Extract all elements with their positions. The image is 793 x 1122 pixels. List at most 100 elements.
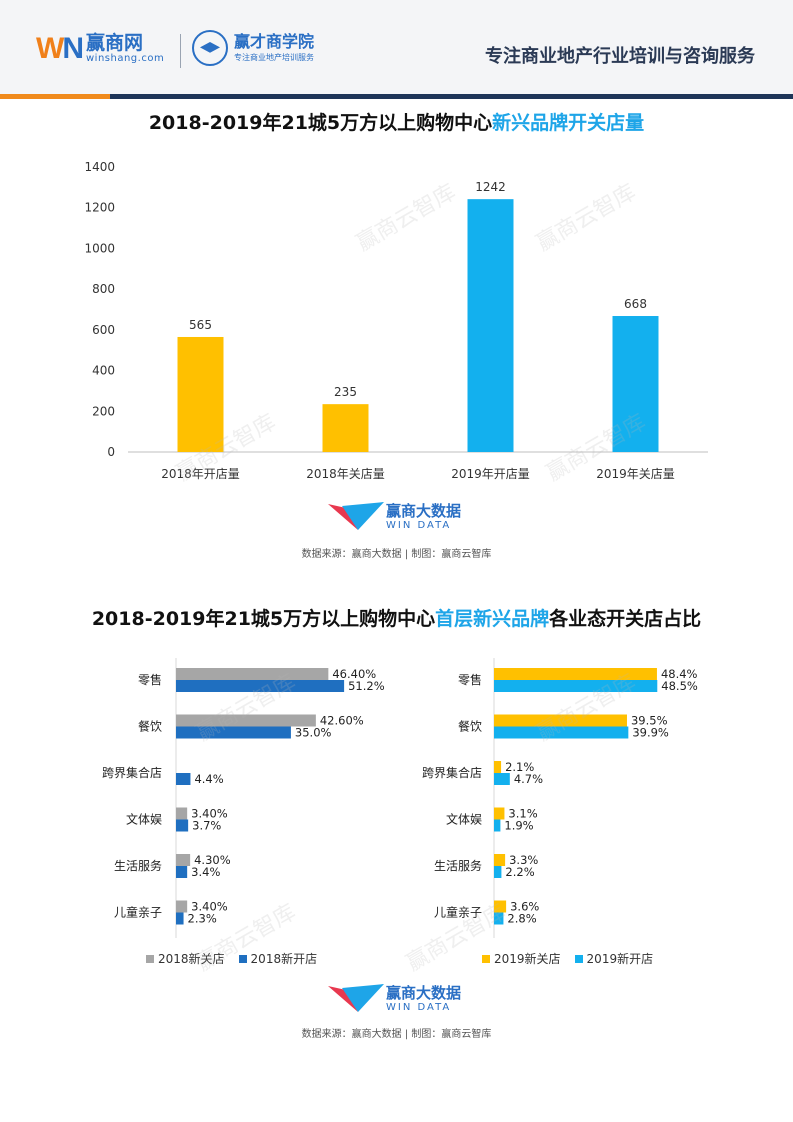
chart2-right-hbar: 零售 48.4%48.5% 餐饮 39.5%39.9% 跨界集合店 2.1%4.7% 文体娱…	[422, 658, 698, 938]
y-tick-label: 800	[92, 282, 115, 296]
brand-name: 赢商网	[86, 32, 144, 54]
bar	[494, 807, 505, 820]
windata-mark-icon	[328, 984, 384, 1012]
category-label: 文体娱	[446, 812, 482, 827]
y-tick-label: 1200	[84, 201, 115, 215]
y-tick-label: 200	[92, 404, 115, 418]
category-label: 儿童亲子	[114, 905, 162, 920]
windata-logo-2: 赢商大数据 WIN DATA	[328, 984, 461, 1014]
header-slogan: 专注商业地产行业培训与咨询服务	[485, 46, 755, 67]
data-label: 3.7%	[192, 819, 221, 833]
data-label: 2.1%	[505, 760, 534, 774]
header-accent-bar	[0, 94, 793, 99]
chart1-source: 数据来源：赢商大数据 | 制图：赢商云智库	[301, 549, 492, 560]
bar	[494, 819, 501, 832]
chart1-title: 2018-2019年21城5万方以上购物中心新兴品牌开关店量	[148, 112, 645, 134]
academy-seal-icon	[192, 30, 228, 66]
bar	[494, 714, 627, 727]
bar	[176, 726, 291, 739]
academy-name: 赢才商学院	[234, 32, 315, 51]
bar	[494, 912, 504, 925]
data-label: 39.9%	[632, 726, 669, 740]
bar	[494, 900, 507, 913]
chart2-right-legend: 2019新关店 2019新开店	[482, 950, 667, 967]
bar	[177, 336, 224, 452]
data-label: 3.3%	[509, 853, 538, 867]
legend-item: 2019新关店	[482, 950, 561, 967]
brand-url: winshang.com	[86, 53, 165, 64]
data-label: 48.5%	[661, 679, 698, 693]
data-label: 4.7%	[514, 772, 543, 786]
data-label: 2.8%	[507, 912, 536, 926]
bar	[494, 668, 657, 680]
chart2-left-legend: 2018新关店 2018新开店	[146, 950, 331, 967]
category-label: 餐饮	[138, 719, 162, 734]
chart2-left-hbar: 零售 46.40%51.2% 餐饮 42.60%35.0% 跨界集合店 4.4% 文体娱 3.…	[102, 658, 385, 938]
header-divider	[180, 34, 181, 68]
chart1-bar-chart: 0 200 400 600 800 1000 1200 1400 565 2018年开店量 235 2…	[84, 160, 708, 481]
windata-mark-icon	[328, 502, 384, 530]
data-label: 4.30%	[194, 853, 231, 867]
wn-logo-mark: WN	[36, 32, 84, 65]
data-label: 42.60%	[320, 714, 364, 728]
data-label: 3.6%	[510, 900, 539, 914]
academy-subtitle: 专注商业地产培训服务	[234, 53, 314, 62]
bar	[176, 819, 189, 832]
y-tick-label: 1400	[84, 160, 115, 174]
data-label: 3.4%	[191, 865, 220, 879]
legend-item: 2018新关店	[146, 950, 225, 967]
category-label: 零售	[458, 672, 482, 687]
x-tick-label: 2019年关店量	[596, 467, 675, 481]
x-tick-label: 2018年开店量	[161, 467, 240, 481]
bar	[494, 866, 502, 878]
bar	[176, 866, 188, 878]
y-tick-label: 0	[107, 445, 115, 459]
x-tick-label: 2019年开店量	[451, 467, 530, 481]
academy-logo[interactable]: 赢才商学院 专注商业地产培训服务	[192, 30, 314, 66]
data-label: 35.0%	[295, 726, 332, 740]
bar	[176, 680, 345, 692]
legend-item: 2019新开店	[574, 950, 653, 967]
category-label: 文体娱	[126, 812, 162, 827]
legend-item: 2018新开店	[238, 950, 317, 967]
data-label: 39.5%	[631, 714, 668, 728]
category-label: 生活服务	[114, 858, 162, 873]
bar	[494, 726, 629, 739]
bar	[494, 773, 510, 785]
windata-logo-1: 赢商大数据 WIN DATA	[328, 502, 461, 532]
y-tick-label: 400	[92, 364, 115, 378]
category-label: 餐饮	[458, 719, 482, 734]
bar	[176, 773, 191, 785]
data-label: 46.40%	[332, 667, 376, 681]
page-header: WN 赢商网 winshang.com 赢才商学院 专注商业地产培训服务 专注商…	[0, 0, 793, 99]
x-tick-label: 2018年关店量	[306, 467, 385, 481]
data-label: 2.2%	[505, 865, 534, 879]
bar	[494, 854, 506, 866]
category-label: 儿童亲子	[434, 905, 482, 920]
category-label: 零售	[138, 672, 162, 687]
y-tick-label: 1000	[84, 241, 115, 255]
data-label: 2.3%	[188, 912, 217, 926]
data-label: 1242	[475, 180, 506, 194]
data-label: 235	[334, 385, 357, 399]
chart2-title: 2018-2019年21城5万方以上购物中心首层新兴品牌各业态开关店占比	[91, 608, 702, 630]
data-label: 3.40%	[191, 900, 228, 914]
data-label: 3.1%	[508, 807, 537, 821]
bar	[494, 761, 502, 773]
data-label: 51.2%	[348, 679, 385, 693]
data-label: 1.9%	[504, 819, 533, 833]
category-label: 跨界集合店	[102, 765, 162, 780]
data-label: 3.40%	[191, 807, 228, 821]
category-label: 生活服务	[434, 858, 482, 873]
bar	[467, 199, 514, 452]
bar	[494, 680, 658, 692]
data-label: 565	[189, 318, 212, 332]
data-label: 4.4%	[194, 772, 223, 786]
y-tick-label: 600	[92, 323, 115, 337]
bar	[612, 316, 659, 452]
data-label: 668	[624, 297, 647, 311]
winshang-logo[interactable]: WN 赢商网 winshang.com	[36, 32, 164, 66]
bar	[176, 807, 188, 820]
bar	[176, 854, 191, 866]
bar	[176, 912, 184, 925]
